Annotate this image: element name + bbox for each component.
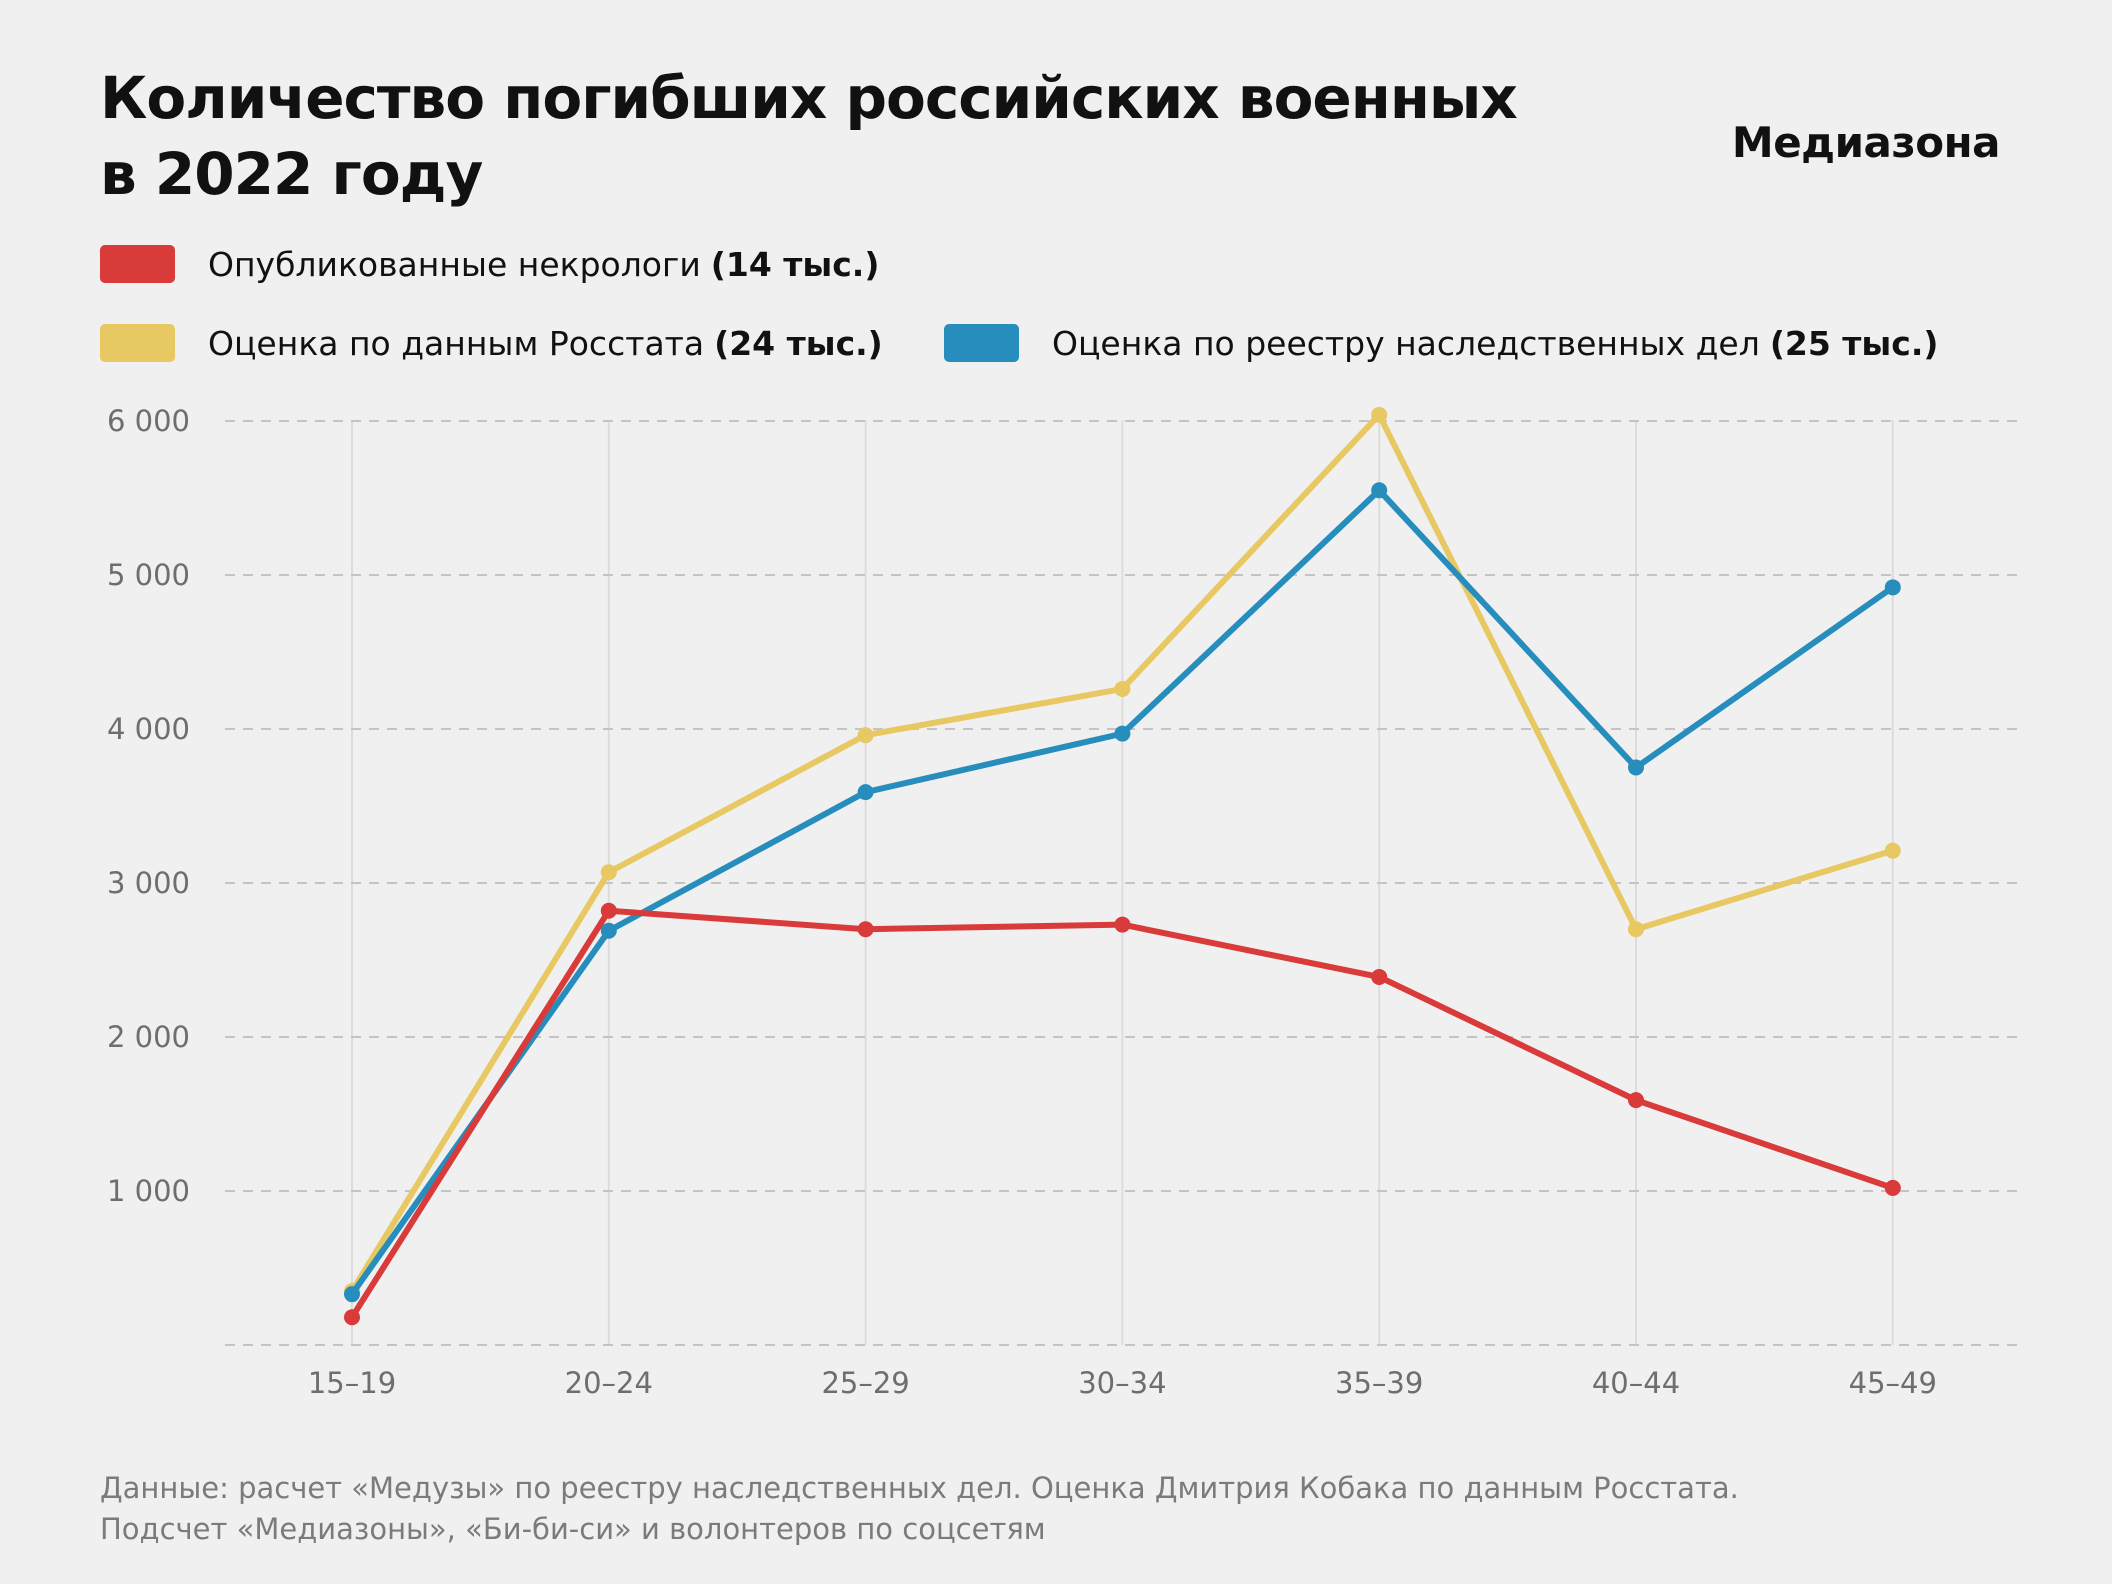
- legend-value-obituaries: (14 тыс.): [710, 244, 880, 284]
- x-tick-label-45-49: 45–49: [1849, 1366, 1937, 1400]
- data-point-s2-6: [1884, 1179, 1901, 1196]
- x-tick-label-15-19: 15–19: [308, 1366, 396, 1400]
- y-tick-label-1000: 1 000: [107, 1174, 190, 1208]
- footnote: Данные: расчет «Медузы» по реестру насле…: [100, 1468, 2000, 1550]
- data-point-s1-0: [344, 1286, 360, 1303]
- data-point-s1-3: [1114, 725, 1131, 742]
- legend-item-inheritance: Оценка по реестру наследственных дел (25…: [944, 323, 1938, 363]
- data-point-s2-5: [1628, 1092, 1644, 1109]
- data-point-s2-0: [344, 1309, 360, 1326]
- y-tick-label-2000: 2 000: [107, 1020, 190, 1054]
- brand-logo: Медиазона: [1731, 118, 2001, 167]
- data-point-s0-1: [600, 864, 617, 881]
- y-tick-label-5000: 5 000: [107, 558, 190, 592]
- x-tick-label-35-39: 35–39: [1335, 1366, 1423, 1400]
- legend-swatch-obituaries: [100, 245, 175, 283]
- title-line-1: Количество погибших российских военных: [100, 64, 1518, 132]
- data-point-s2-1: [600, 902, 617, 919]
- data-point-s0-3: [1114, 680, 1131, 697]
- data-point-s1-1: [600, 922, 617, 939]
- footnote-line-2: Подсчет «Медиазоны», «Би-би-си» и волонт…: [100, 1512, 1046, 1546]
- data-point-s1-6: [1884, 579, 1901, 596]
- legend-label-inheritance: Оценка по реестру наследственных дел: [1052, 323, 1760, 363]
- y-tick-label-4000: 4 000: [107, 712, 190, 746]
- legend-value-rosstat: (24 тыс.): [714, 323, 883, 363]
- x-tick-label-20-24: 20–24: [565, 1366, 653, 1400]
- legend-value-inheritance: (25 тыс.): [1769, 323, 1939, 363]
- data-point-s0-4: [1371, 406, 1388, 423]
- data-point-s1-4: [1371, 482, 1388, 499]
- y-tick-label-3000: 3 000: [107, 866, 190, 900]
- data-point-s2-3: [1114, 916, 1131, 933]
- x-tick-label-30-34: 30–34: [1078, 1366, 1166, 1400]
- title-line-2: в 2022 году: [100, 140, 483, 208]
- data-point-s1-5: [1628, 759, 1644, 776]
- x-tick-label-25-29: 25–29: [821, 1366, 909, 1400]
- x-tick-label-40-44: 40–44: [1592, 1366, 1680, 1400]
- legend-swatch-rosstat: [100, 324, 175, 362]
- legend-label-rosstat: Оценка по данным Росстата: [208, 323, 705, 363]
- y-tick-label-6000: 6 000: [107, 404, 190, 438]
- legend-item-obituaries: Опубликованные некрологи (14 тыс.): [100, 244, 879, 284]
- legend-item-rosstat: Оценка по данным Росстата (24 тыс.): [100, 323, 883, 363]
- data-point-s0-5: [1628, 921, 1644, 938]
- data-point-s0-2: [857, 727, 874, 744]
- footnote-line-1: Данные: расчет «Медузы» по реестру насле…: [100, 1471, 1739, 1505]
- legend-swatch-inheritance: [944, 324, 1019, 362]
- legend-label-obituaries: Опубликованные некрологи: [208, 244, 701, 284]
- data-point-s1-2: [857, 784, 874, 801]
- data-point-s2-4: [1371, 968, 1388, 985]
- page-title: Количество погибших российских военных в…: [100, 60, 1600, 212]
- data-point-s0-6: [1884, 842, 1901, 859]
- data-point-s2-2: [857, 921, 874, 938]
